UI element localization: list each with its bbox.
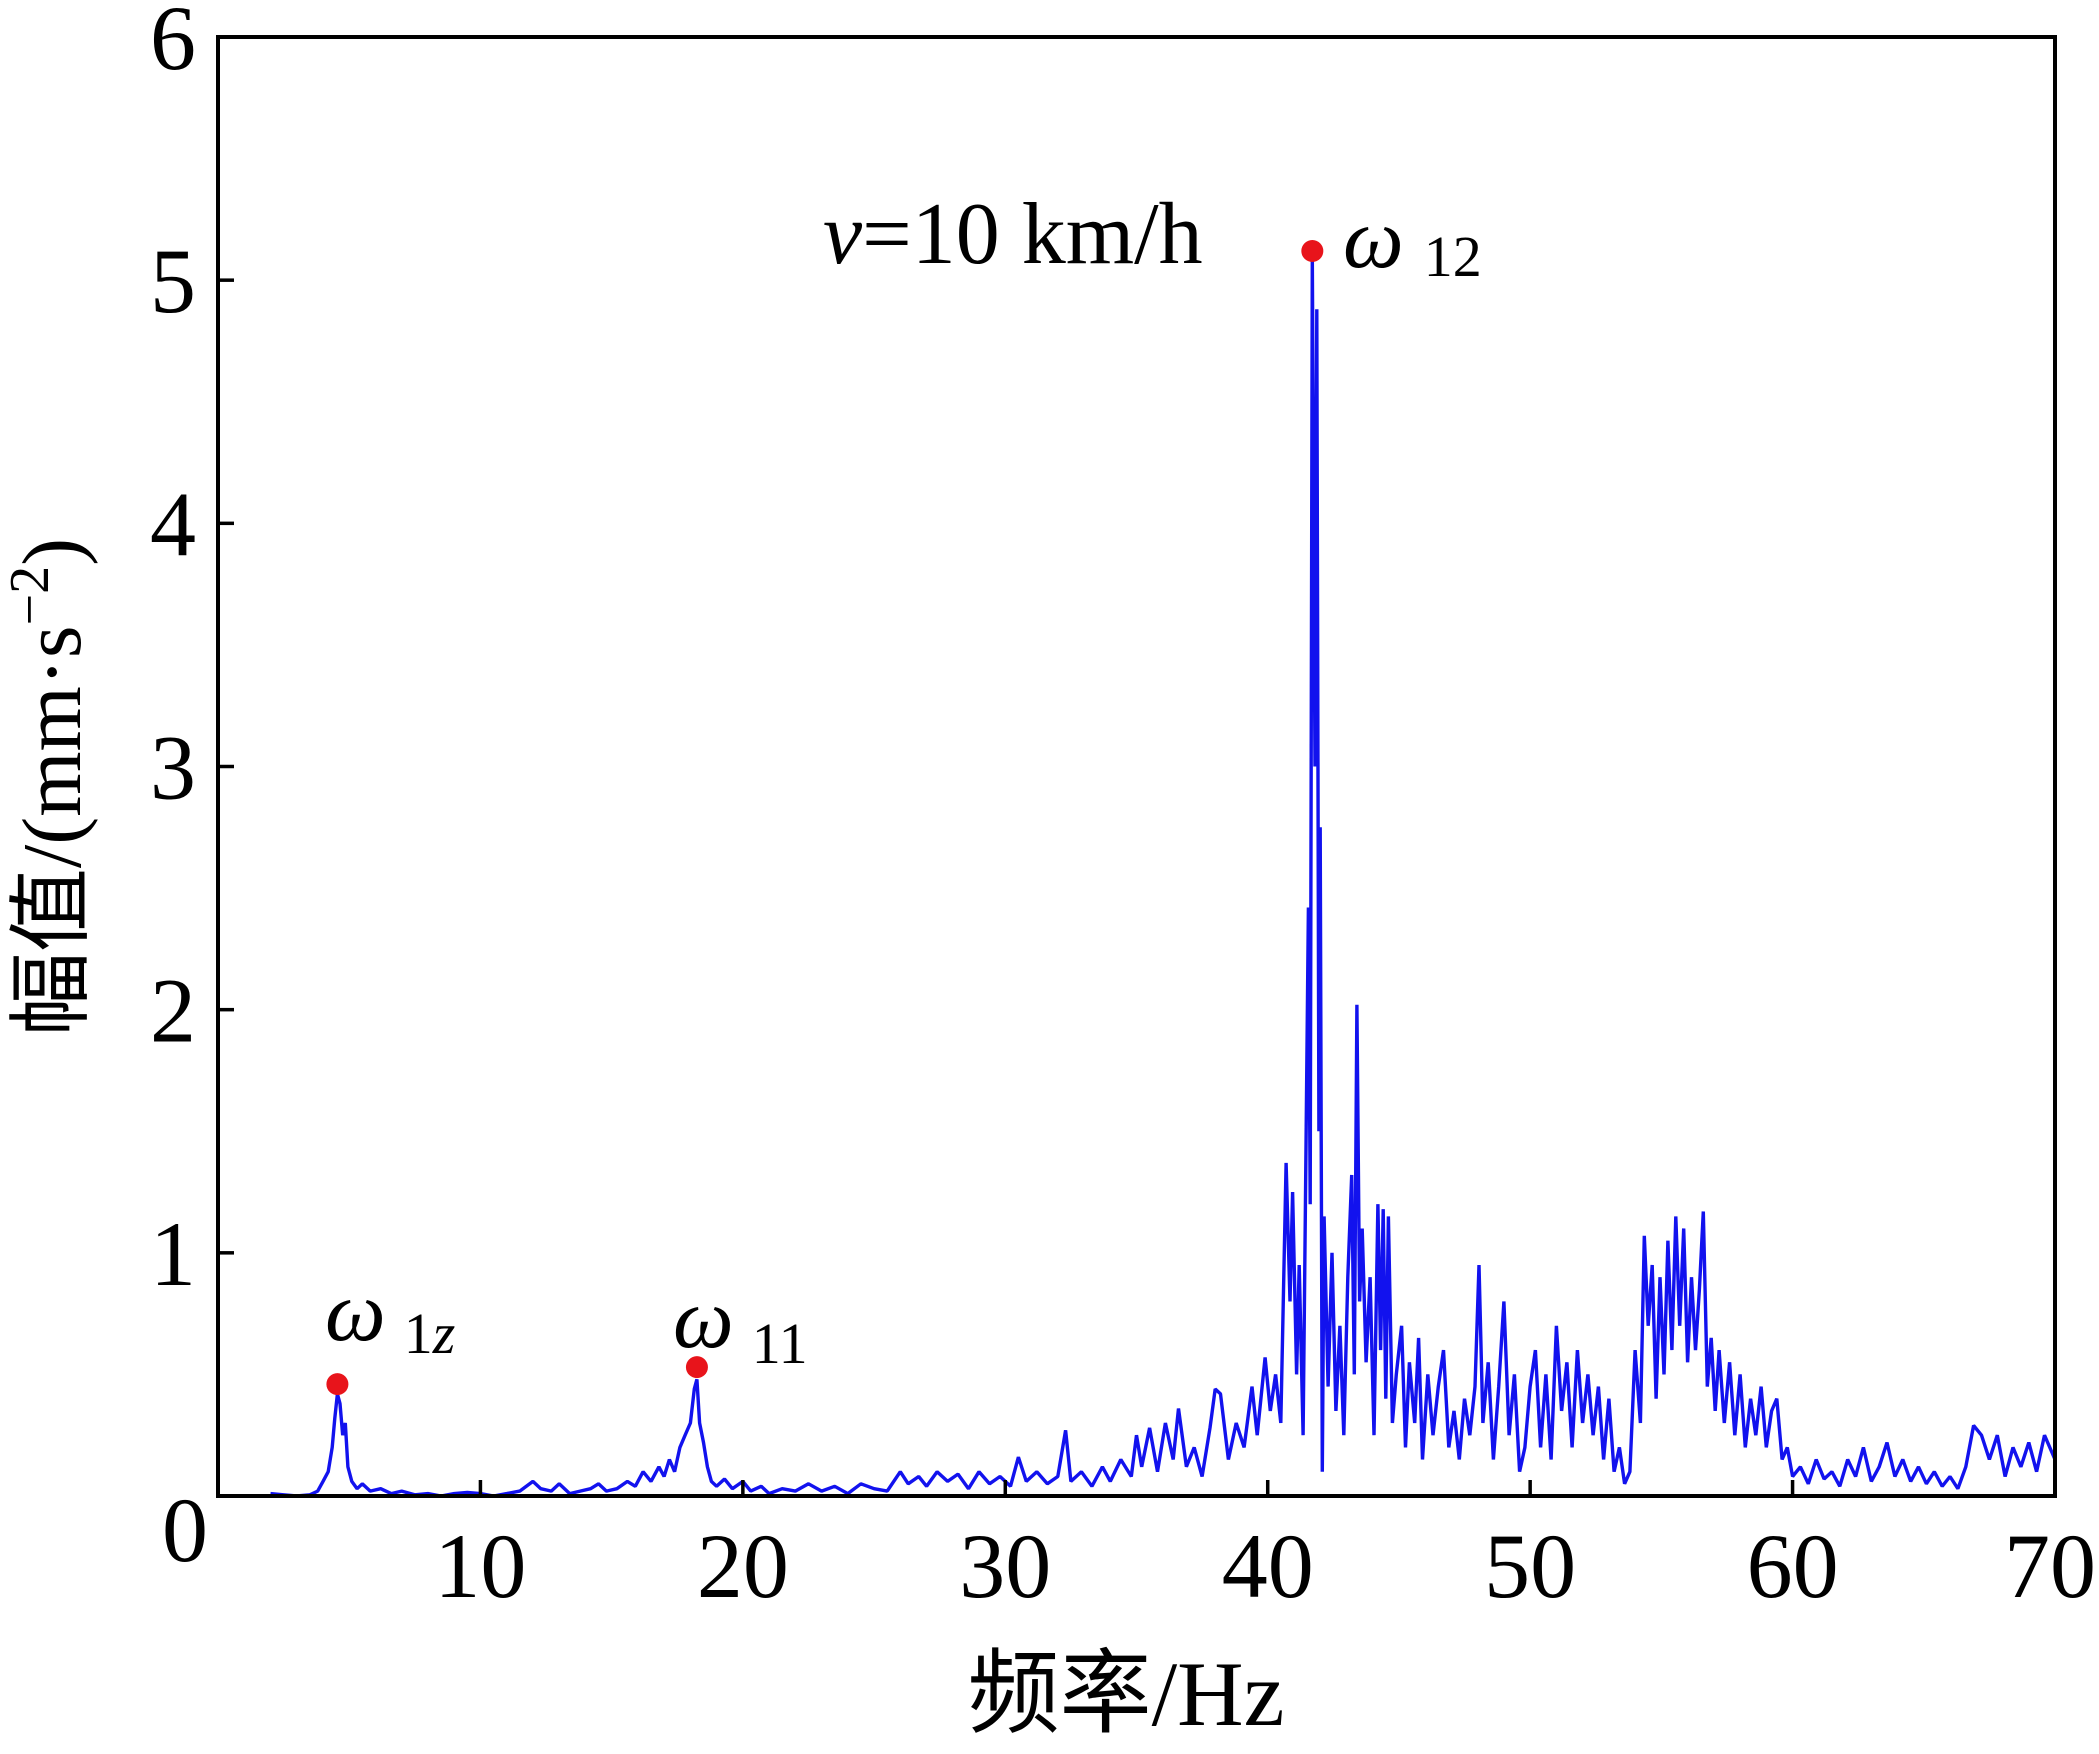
spectrum-line-0 xyxy=(270,255,2055,1496)
x-axis-label: 频率/Hz xyxy=(968,1643,1285,1745)
y-tick-label-5: 5 xyxy=(150,230,196,332)
x-tick-label-60: 60 xyxy=(1747,1515,1839,1617)
y-tick-label-3: 3 xyxy=(150,717,196,819)
peak-label-omega-11: ω 11 xyxy=(673,1270,808,1376)
x-tick-label-50: 50 xyxy=(1484,1515,1576,1617)
peak-label-subscript: 11 xyxy=(752,1311,808,1376)
x-axis-ticks: 10 20 30 40 50 60 70 xyxy=(434,1480,2096,1617)
y-axis-label-superscript: −2 xyxy=(0,566,61,626)
peak-marker-omega-11 xyxy=(685,1356,708,1379)
x-tick-label-20: 20 xyxy=(697,1515,789,1617)
peak-label-subscript: 12 xyxy=(1424,224,1482,289)
x-tick-label-10: 10 xyxy=(434,1515,526,1617)
speed-annotation: v=10 km/h xyxy=(823,186,1203,283)
peak-label-subscript: 1 xyxy=(404,1301,433,1366)
y-axis-label-main: 幅值/(mm·s xyxy=(6,625,99,1036)
peak-label-symbol: ω xyxy=(673,1270,734,1366)
x-tick-label-40: 40 xyxy=(1222,1515,1314,1617)
peak-markers xyxy=(326,239,1324,1396)
x-tick-label-70: 70 xyxy=(2004,1515,2096,1617)
y-axis-label: 幅值/(mm·s−2) xyxy=(0,538,99,1036)
peak-label-subscript-variable: z xyxy=(432,1301,456,1366)
y-tick-label-2: 2 xyxy=(150,960,196,1062)
peak-label-omega-12: ω 12 xyxy=(1343,190,1482,289)
y-tick-label-4: 4 xyxy=(150,473,196,575)
x-tick-label-30: 30 xyxy=(959,1515,1051,1617)
speed-variable: v xyxy=(823,186,863,283)
y-tick-label-6: 6 xyxy=(150,0,196,89)
y-axis-label-suffix: ) xyxy=(6,538,99,566)
peak-label-omega-1z: ω 1z xyxy=(325,1263,455,1366)
origin-tick-label: 0 xyxy=(162,1479,208,1581)
peak-label-symbol: ω xyxy=(325,1263,386,1359)
speed-value: =10 km/h xyxy=(862,186,1203,283)
y-tick-label-1: 1 xyxy=(150,1203,196,1305)
y-axis-ticks: 0 1 2 3 4 5 6 xyxy=(150,0,234,1581)
peak-label-symbol: ω xyxy=(1343,190,1404,286)
series-layer xyxy=(270,255,2055,1496)
peak-marker-omega-12 xyxy=(1301,239,1324,262)
peak-marker-omega-1z xyxy=(326,1373,349,1396)
